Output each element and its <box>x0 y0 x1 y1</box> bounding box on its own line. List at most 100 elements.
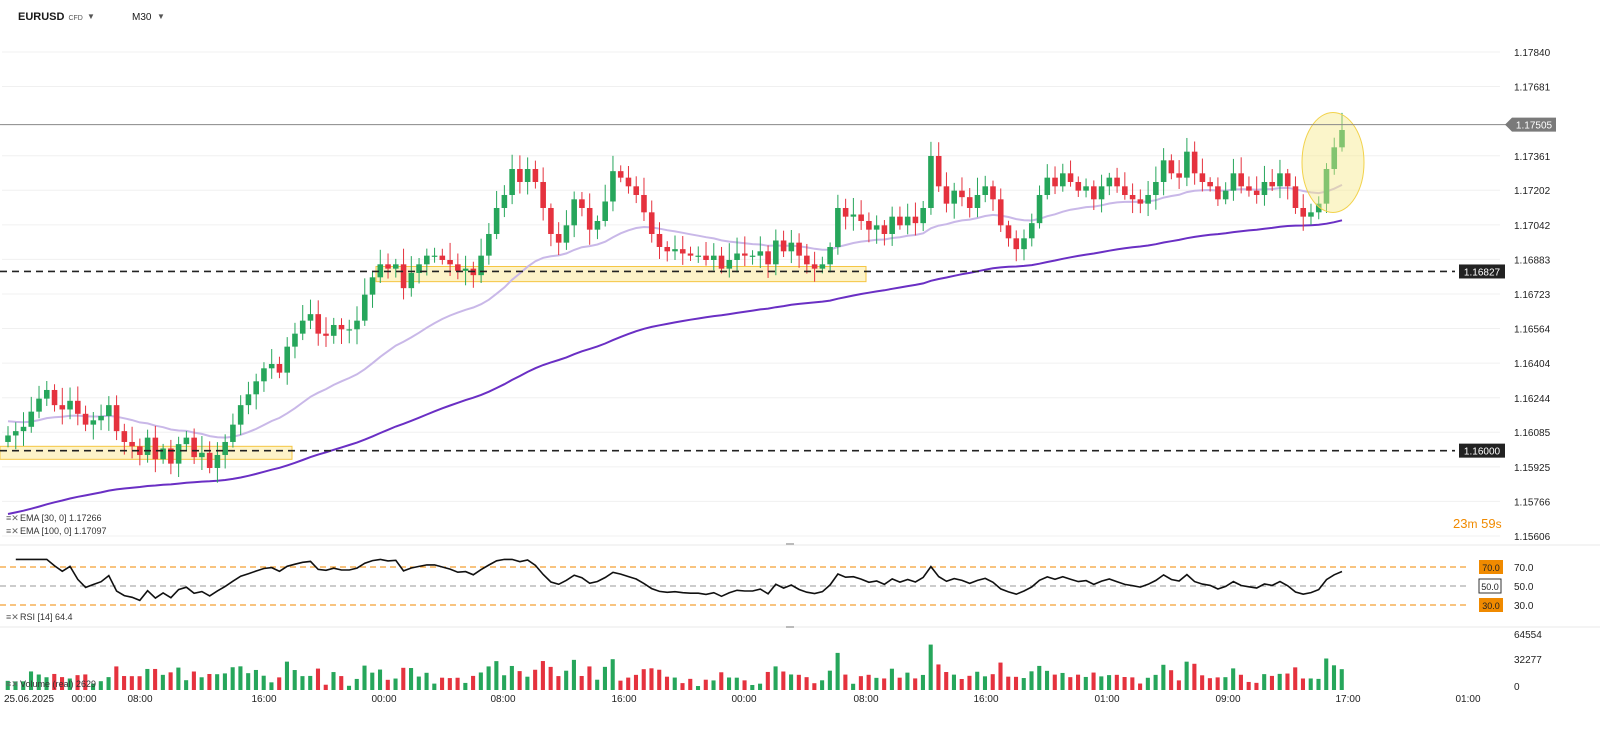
candle-body <box>214 454 221 468</box>
candle <box>897 206 903 230</box>
timeframe-dropdown-caret-icon[interactable]: ▼ <box>157 12 165 21</box>
candle-body <box>571 199 577 226</box>
candle <box>51 384 58 412</box>
candle-body <box>43 389 50 399</box>
candle <box>1036 185 1043 229</box>
volume-bar <box>106 677 111 690</box>
candle-body <box>462 268 469 271</box>
legend-settings-icon[interactable]: ≡✕ <box>6 679 19 689</box>
candle <box>307 299 314 330</box>
candle-body <box>268 363 275 369</box>
timeframe-selector[interactable]: M30 <box>132 12 151 23</box>
ema30-legend-text: EMA [30, 0] 1.17266 <box>20 513 102 523</box>
candle-body <box>1246 186 1252 191</box>
candle-body <box>966 197 973 208</box>
price-tick-label: 1.16883 <box>1514 255 1551 266</box>
candle <box>168 439 174 475</box>
ema100-legend[interactable]: ≡✕EMA [100, 0] 1.17097 <box>6 526 107 537</box>
candle-body <box>385 264 391 269</box>
volume-bar <box>773 666 778 690</box>
symbol-dropdown-caret-icon[interactable]: ▼ <box>87 12 95 21</box>
candle <box>990 180 996 211</box>
volume-bar <box>354 678 359 690</box>
candle <box>881 220 888 246</box>
rsi-legend[interactable]: ≡✕RSI [14] 64.4 <box>6 612 73 623</box>
volume-bar <box>5 680 10 690</box>
volume-bar <box>517 671 522 690</box>
candle-body <box>493 207 500 234</box>
volume-axis-label: 64554 <box>1514 630 1542 641</box>
price-tick-label: 1.17361 <box>1514 152 1551 163</box>
legend-settings-icon[interactable]: ≡✕ <box>6 526 19 536</box>
candle-body <box>1091 186 1097 200</box>
volume-bar <box>928 644 933 690</box>
candle <box>1005 220 1012 247</box>
candle-body <box>1261 181 1268 195</box>
candle-body <box>943 186 950 204</box>
time-axis-label: 00:00 <box>71 694 96 705</box>
rsi-level-label-bg <box>1479 598 1503 612</box>
candle-body <box>1315 203 1322 213</box>
volume-bar <box>1285 673 1290 690</box>
volume-axis-label: 0 <box>1514 682 1520 693</box>
candle <box>1044 164 1051 200</box>
candle-body <box>555 233 562 243</box>
candle-body <box>548 207 554 234</box>
volume-bar <box>222 673 227 690</box>
candle-body <box>974 194 981 208</box>
candle-body <box>152 437 159 460</box>
volume-bar <box>1122 677 1127 690</box>
candle-body <box>532 168 539 182</box>
candle <box>780 230 787 258</box>
volume-bar <box>858 676 863 690</box>
candle-body <box>1137 199 1144 204</box>
volume-bar <box>889 668 894 690</box>
volume-bar <box>432 683 437 690</box>
candle <box>928 141 934 215</box>
volume-bar <box>284 661 290 690</box>
candle-body <box>540 181 546 208</box>
volume-bar <box>1161 664 1166 690</box>
candle <box>361 278 368 326</box>
candle-body <box>842 207 849 217</box>
candle <box>765 245 771 278</box>
volume-bar <box>657 669 662 690</box>
candle-body <box>1013 238 1020 250</box>
candle-body <box>1160 160 1167 182</box>
volume-bar <box>680 683 685 690</box>
candle <box>1238 157 1244 194</box>
candle-body <box>1036 194 1043 224</box>
candle <box>664 241 671 262</box>
symbol-selector[interactable]: EURUSD CFD <box>18 11 83 23</box>
volume-bar <box>726 677 732 690</box>
rsi-axis-label: 30.0 <box>1514 601 1534 612</box>
candle <box>323 317 329 347</box>
volume-bar <box>1316 678 1321 690</box>
candle-body <box>1145 194 1151 204</box>
legend-settings-icon[interactable]: ≡✕ <box>6 513 19 523</box>
candle-body <box>486 233 492 256</box>
candle-body <box>827 246 833 265</box>
countdown-sec-unit: s <box>1495 517 1502 531</box>
candle-body <box>1308 212 1314 217</box>
candle-body <box>113 405 120 432</box>
volume-legend[interactable]: ≡✕Volume (real) 2629 <box>6 679 96 690</box>
candle <box>804 243 810 274</box>
candle-body <box>1153 181 1159 195</box>
candle <box>330 317 337 344</box>
candle <box>175 436 182 478</box>
legend-settings-icon[interactable]: ≡✕ <box>6 612 19 622</box>
candle <box>997 188 1004 232</box>
candle-body <box>765 251 771 265</box>
candle-body <box>641 194 647 213</box>
candle <box>982 175 989 203</box>
candle <box>866 212 872 243</box>
candle-body <box>804 255 810 265</box>
candle-body <box>408 272 415 289</box>
volume-bar <box>1130 677 1135 690</box>
candle <box>486 223 492 265</box>
ema30-legend[interactable]: ≡✕EMA [30, 0] 1.17266 <box>6 513 102 524</box>
volume-bar <box>409 668 414 690</box>
candle <box>703 242 709 266</box>
